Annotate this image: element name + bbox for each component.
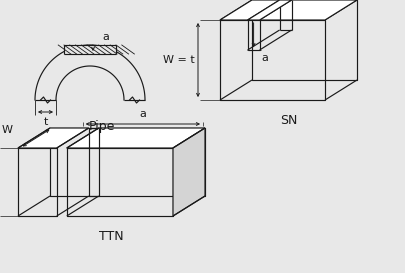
Polygon shape [173, 128, 205, 216]
Text: SN: SN [280, 114, 297, 127]
Polygon shape [64, 45, 116, 54]
Text: TTN: TTN [99, 230, 124, 243]
Text: a: a [262, 53, 269, 63]
Polygon shape [18, 128, 89, 148]
Text: Pipe: Pipe [89, 120, 115, 133]
Polygon shape [220, 0, 357, 20]
Polygon shape [247, 0, 292, 20]
Text: W = t: W = t [163, 55, 195, 65]
Text: a: a [102, 32, 109, 42]
Text: t: t [43, 117, 48, 127]
Text: W: W [2, 125, 13, 135]
Text: a: a [139, 109, 146, 119]
Polygon shape [67, 128, 205, 148]
